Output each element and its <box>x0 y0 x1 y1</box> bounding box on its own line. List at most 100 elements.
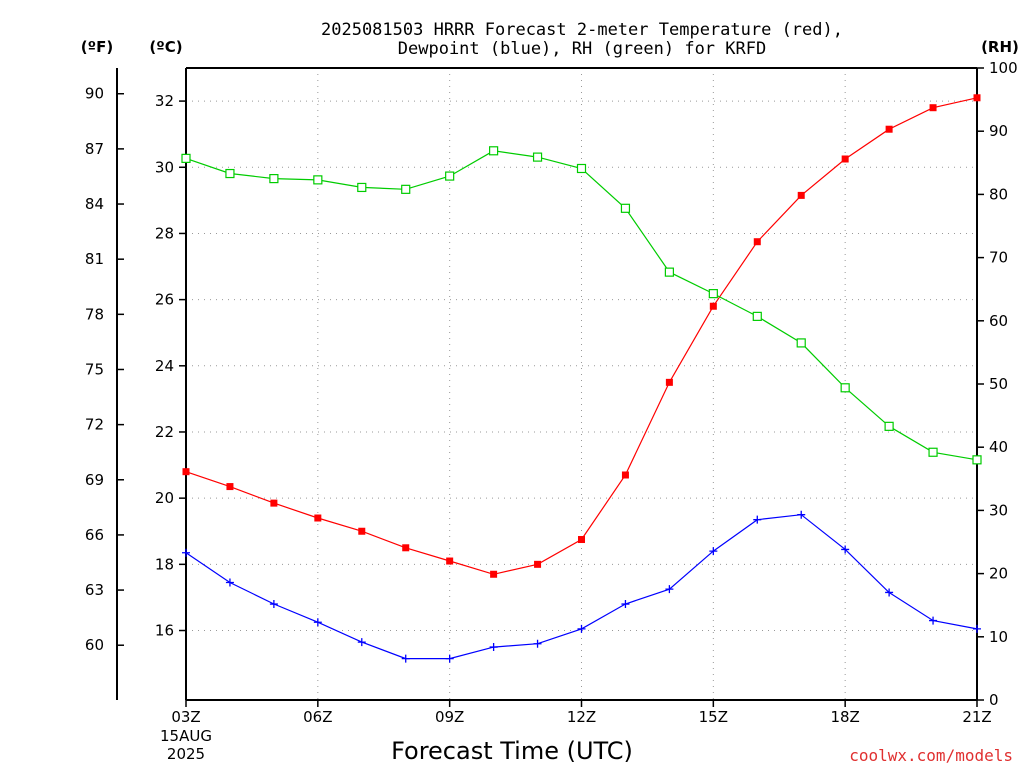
temperature-point <box>885 125 893 133</box>
rh-point <box>796 338 806 348</box>
fahrenheit-tick-label: 63 <box>85 581 104 599</box>
rh-tick-label: 80 <box>989 185 1008 203</box>
x-tick-label: 12Z <box>567 708 596 726</box>
fahrenheit-tick-label: 69 <box>85 471 104 489</box>
temperature-point <box>314 514 322 522</box>
temperature-point <box>578 536 585 544</box>
fahrenheit-tick-label: 60 <box>85 636 104 654</box>
rh-point <box>664 267 674 277</box>
rh-tick-label: 60 <box>989 312 1008 330</box>
dewpoint-point <box>445 654 454 663</box>
fahrenheit-tick-label: 78 <box>85 305 104 323</box>
temperature-point <box>490 570 498 578</box>
dewpoint-point <box>182 548 190 557</box>
date-label-year: 2025 <box>167 745 205 763</box>
dewpoint-point <box>269 600 278 609</box>
temperature-point <box>226 483 234 491</box>
dewpoint-point <box>621 600 630 609</box>
rh-tick-label: 90 <box>989 122 1008 140</box>
dewpoint-point <box>489 643 498 652</box>
x-tick-label: 06Z <box>303 708 332 726</box>
temperature-point <box>534 560 542 568</box>
dewpoint-point <box>533 639 542 648</box>
x-tick-label: 21Z <box>962 708 991 726</box>
x-tick-label: 03Z <box>171 708 200 726</box>
celsius-tick-label: 16 <box>155 622 174 640</box>
rh-point <box>401 184 411 194</box>
rh-point <box>840 383 850 393</box>
rh-tick-label: 20 <box>989 565 1008 583</box>
rh-point <box>313 175 323 185</box>
dewpoint-point <box>797 510 806 519</box>
temperature-point <box>402 544 410 552</box>
rh-point <box>489 146 499 156</box>
celsius-tick-label: 18 <box>155 555 174 573</box>
data-series <box>181 94 982 663</box>
dewpoint-point <box>577 624 586 633</box>
rh-tick-label: 70 <box>989 249 1008 267</box>
rh-unit-label: (RH) <box>981 38 1019 56</box>
dewpoint-point <box>709 547 718 556</box>
celsius-tick-label: 20 <box>155 489 174 507</box>
rh-point <box>225 168 235 179</box>
fahrenheit-tick-label: 72 <box>85 416 104 434</box>
fahrenheit-tick-label: 90 <box>85 85 104 103</box>
credit-text: coolwx.com/models <box>849 746 1013 765</box>
rh-point <box>445 171 455 181</box>
rh-point <box>532 152 543 162</box>
temperature-point <box>270 499 278 507</box>
rh-point <box>181 153 191 163</box>
rh-point <box>752 311 762 321</box>
rh-point <box>620 203 631 213</box>
dewpoint-point <box>841 545 850 554</box>
rh-tick-label: 50 <box>989 375 1008 393</box>
rh-point <box>269 174 279 184</box>
celsius-tick-label: 22 <box>155 423 174 441</box>
temperature-point <box>621 471 629 479</box>
x-axis-title: Forecast Time (UTC) <box>391 737 633 765</box>
rh-point <box>576 163 587 174</box>
rh-tick-label: 10 <box>989 628 1008 646</box>
celsius-tick-label: 30 <box>155 158 174 176</box>
rh-point <box>708 289 718 299</box>
dewpoint-point <box>313 618 322 627</box>
fahrenheit-tick-label: 81 <box>85 250 104 268</box>
celsius-tick-label: 28 <box>155 224 174 242</box>
dewpoint-point <box>665 585 674 594</box>
axes <box>116 67 984 707</box>
dewpoint-point <box>401 654 410 663</box>
chart-title-line2: Dewpoint (blue), RH (green) for KRFD <box>398 39 766 59</box>
dewpoint-point <box>929 616 938 625</box>
dewpoint-point <box>225 578 234 587</box>
dewpoint-point <box>885 588 894 597</box>
rh-tick-label: 0 <box>989 691 999 709</box>
rh-line <box>185 150 978 461</box>
rh-point <box>357 182 367 193</box>
fahrenheit-tick-label: 66 <box>85 526 104 544</box>
rh-point <box>972 455 982 465</box>
x-tick-label: 18Z <box>830 708 859 726</box>
temperature-point <box>973 94 981 102</box>
grid-lines <box>185 68 978 700</box>
fahrenheit-tick-label: 84 <box>85 195 104 213</box>
celsius-tick-label: 26 <box>155 291 174 309</box>
rh-point <box>928 447 938 457</box>
chart-title-line1: 2025081503 HRRR Forecast 2-meter Tempera… <box>321 20 843 40</box>
date-label-day: 15AUG <box>160 727 212 745</box>
temperature-point <box>709 302 717 310</box>
fahrenheit-tick-label: 75 <box>85 360 104 378</box>
temperature-point <box>446 557 454 565</box>
fahrenheit-unit-label: (ºF) <box>81 38 113 56</box>
rh-tick-label: 100 <box>989 59 1018 77</box>
celsius-tick-label: 32 <box>155 92 174 110</box>
x-tick-label: 15Z <box>699 708 728 726</box>
celsius-tick-label: 24 <box>155 357 174 375</box>
temperature-point <box>665 378 673 386</box>
dewpoint-point <box>357 638 366 647</box>
rh-tick-label: 30 <box>989 501 1008 519</box>
fahrenheit-tick-label: 87 <box>85 140 104 158</box>
dewpoint-point <box>973 624 981 633</box>
celsius-unit-label: (ºC) <box>149 38 182 56</box>
temperature-point <box>797 191 805 199</box>
